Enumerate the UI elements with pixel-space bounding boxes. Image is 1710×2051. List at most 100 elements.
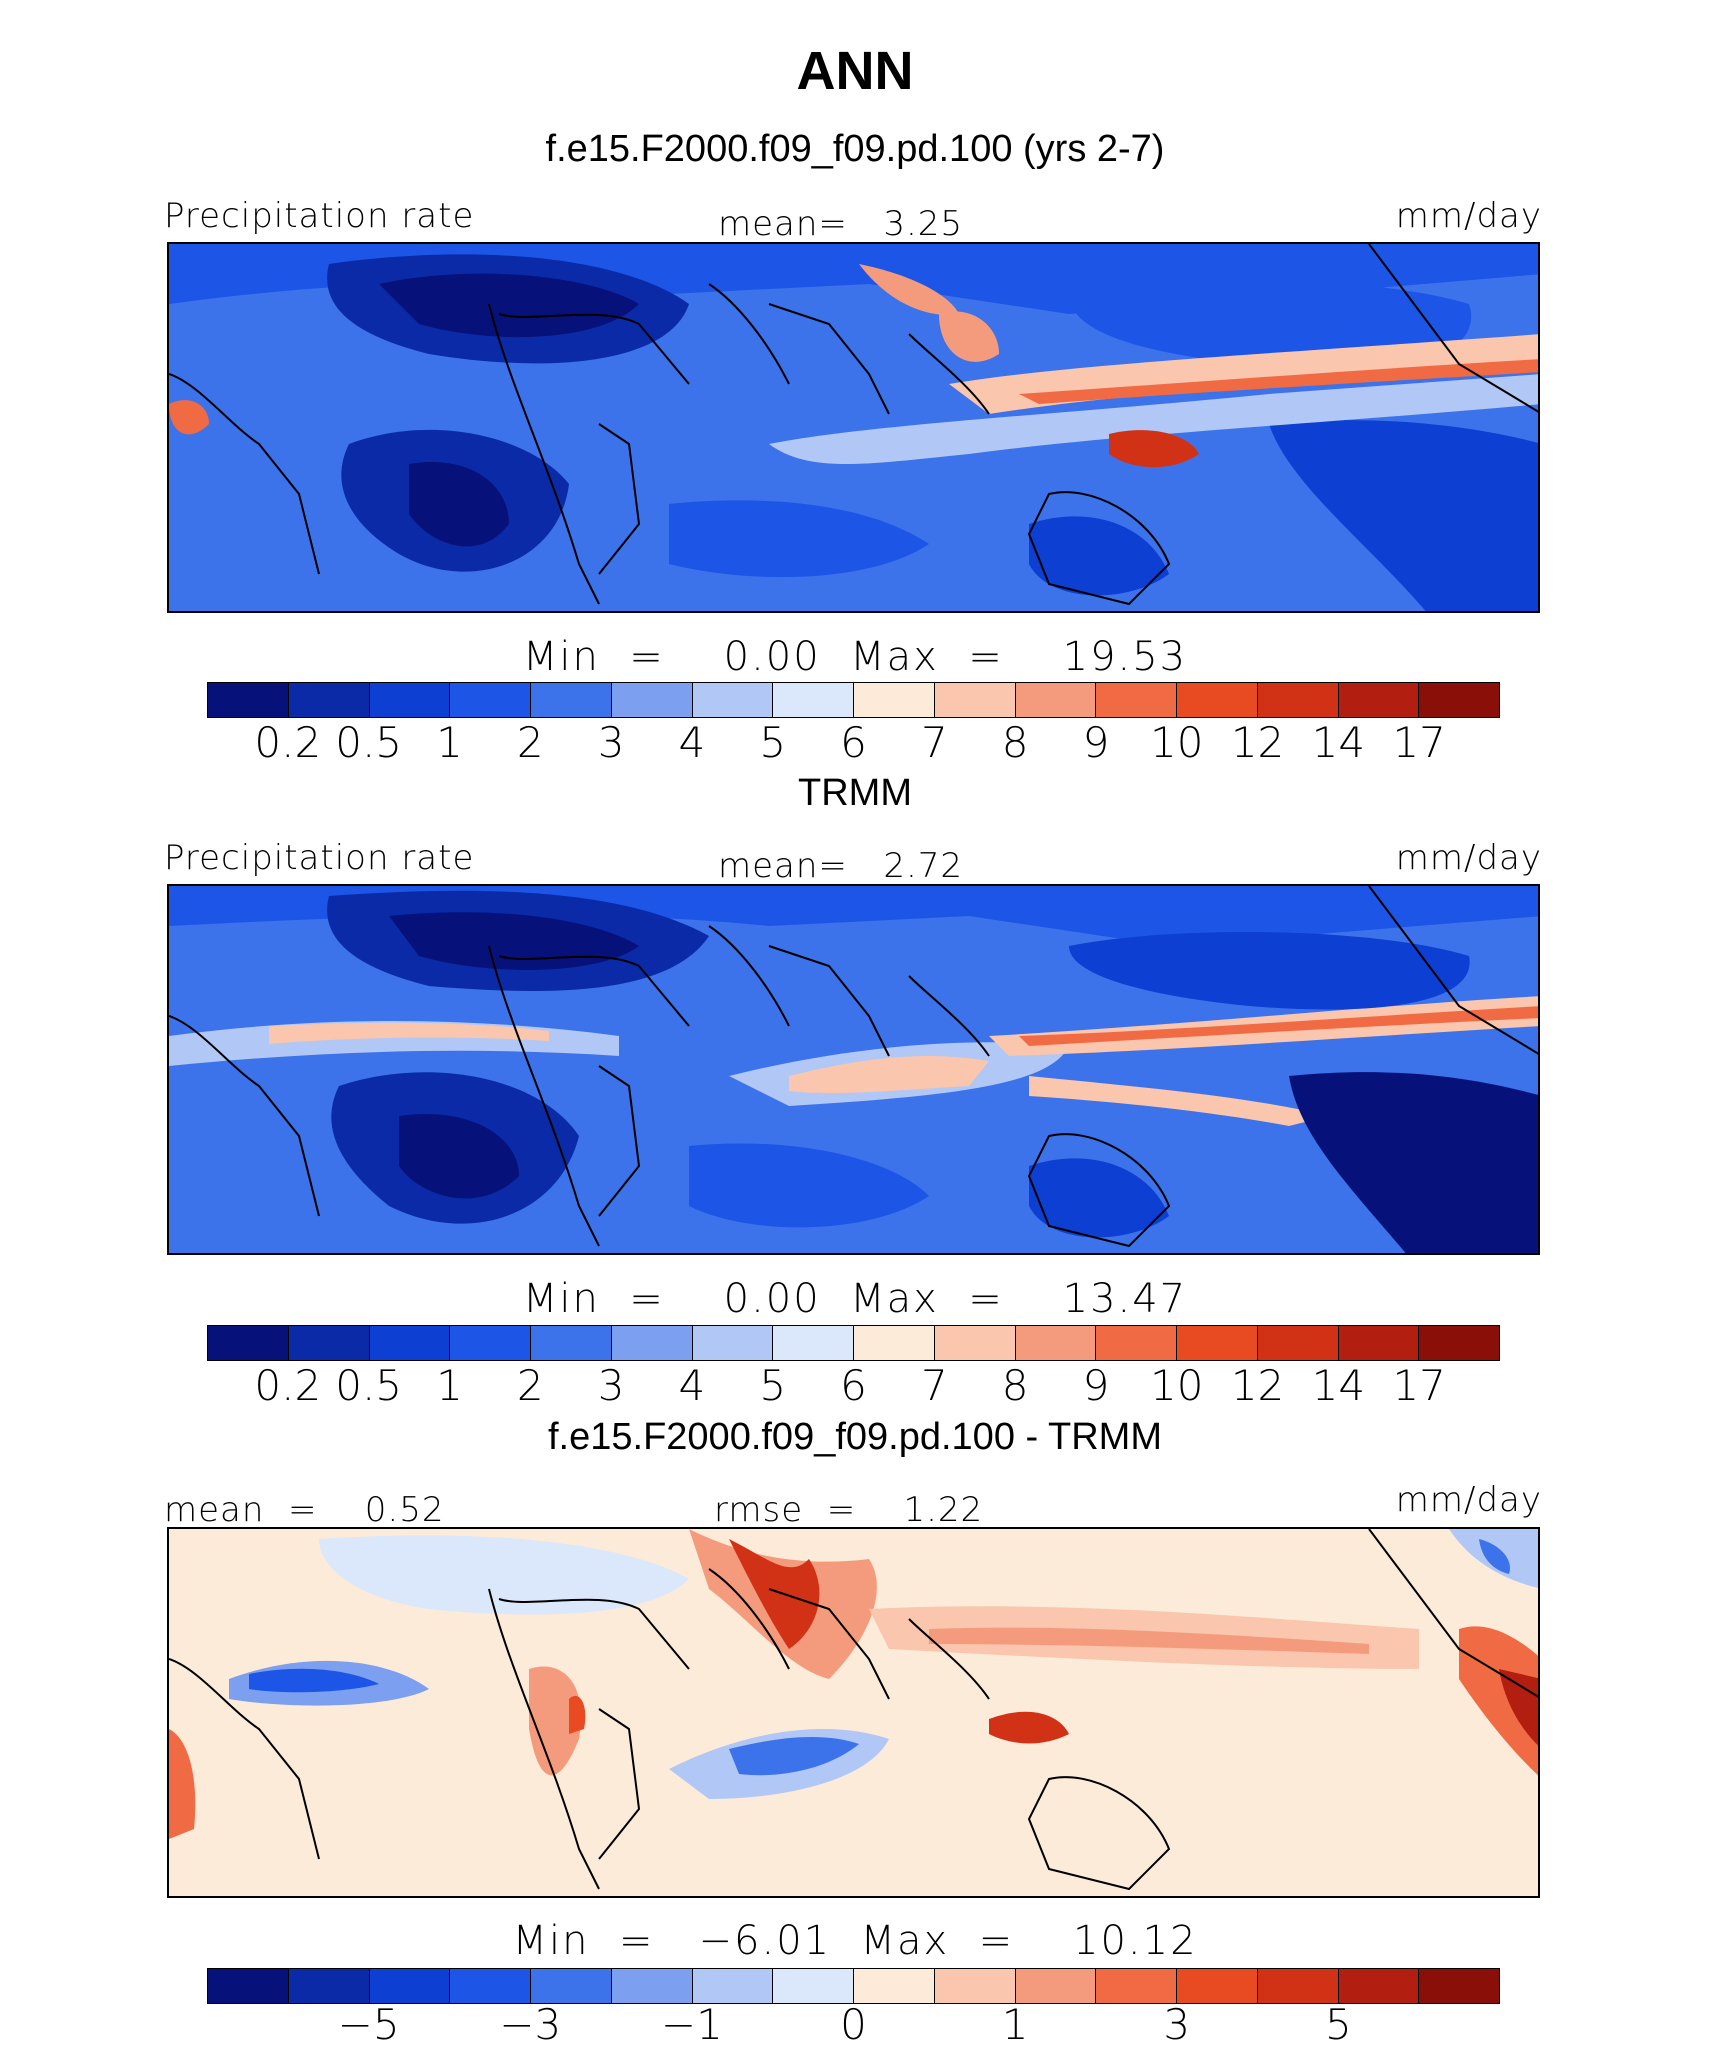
colorbar-swatch (1257, 1969, 1339, 2003)
colorbar-tick-label: 0.2 (254, 718, 322, 767)
colorbar-tick-label: 12 (1230, 1361, 1285, 1410)
colorbar-swatch (1177, 1969, 1258, 2003)
colorbar-tick-label: 8 (1001, 1361, 1029, 1410)
colorbar-tick-label: 14 (1311, 1361, 1366, 1410)
colorbar-swatch (1015, 1326, 1097, 1360)
panel-obs-mean-label: mean= 2.72 (718, 846, 964, 886)
colorbar-tick-label: 2 (516, 718, 544, 767)
colorbar-swatch (208, 683, 289, 717)
colorbar-swatch (854, 683, 935, 717)
colorbar-tick-label: 6 (840, 718, 867, 767)
colorbar-swatch (1177, 683, 1258, 717)
colorbar-swatch (611, 1969, 693, 2003)
colorbar-swatch (450, 683, 531, 717)
colorbar-swatch (1096, 683, 1177, 717)
colorbar-swatch (1419, 1326, 1499, 1360)
colorbar-tick-label: 6 (840, 1361, 867, 1410)
colorbar-tick-label: 3 (1163, 2000, 1191, 2049)
panel-model-units-label: mm/day (1395, 196, 1542, 236)
colorbar-swatch (611, 1326, 693, 1360)
panel-obs-colorbar-ticks: 0.2 0.5 1 2 3 4 5 6 7 8 9 10 12 14 17 (0, 1361, 1710, 1411)
panel-diff-map (167, 1527, 1540, 1898)
colorbar-swatch (1096, 1969, 1177, 2003)
colorbar-tick-label: 4 (678, 1361, 706, 1410)
colorbar-swatch (1338, 1326, 1420, 1360)
colorbar-tick-label: 10 (1150, 1361, 1204, 1410)
colorbar-swatch (611, 683, 693, 717)
colorbar-swatch (854, 1969, 935, 2003)
colorbar-swatch (1257, 1326, 1339, 1360)
colorbar-swatch (1177, 1326, 1258, 1360)
colorbar-tick-label: −1 (660, 2000, 723, 2049)
colorbar-tick-label: 0.5 (335, 1361, 403, 1410)
colorbar-swatch (1257, 683, 1339, 717)
colorbar-swatch (288, 683, 370, 717)
colorbar-tick-label: 12 (1230, 718, 1285, 767)
colorbar-tick-label: 17 (1392, 1361, 1446, 1410)
colorbar-swatch (934, 683, 1016, 717)
colorbar-swatch (1096, 1326, 1177, 1360)
colorbar-swatch (531, 1969, 612, 2003)
colorbar-tick-label: 1 (436, 1361, 463, 1410)
colorbar-swatch (369, 1969, 451, 2003)
panel-diff-units-label: mm/day (1395, 1480, 1542, 1520)
panel-obs-minmax: Min = 0.00 Max = 13.47 (522, 1276, 1188, 1322)
colorbar-swatch (1419, 1969, 1499, 2003)
colorbar-tick-label: 1 (1001, 2000, 1029, 2049)
colorbar-swatch (369, 1326, 451, 1360)
panel-obs-subtitle: TRMM (798, 772, 912, 814)
colorbar-swatch (692, 1326, 774, 1360)
colorbar-tick-label: 7 (920, 1361, 948, 1410)
colorbar-tick-label: 0.5 (335, 718, 403, 767)
panel-diff-subtitle: f.e15.F2000.f09_f09.pd.100 - TRMM (548, 1416, 1162, 1458)
colorbar-tick-label: 2 (516, 1361, 544, 1410)
colorbar-tick-label: 9 (1082, 1361, 1110, 1410)
colorbar-swatch (1338, 683, 1420, 717)
panel-model-minmax: Min = 0.00 Max = 19.53 (522, 634, 1188, 680)
colorbar-swatch (450, 1326, 531, 1360)
colorbar-tick-label: 9 (1082, 718, 1110, 767)
colorbar-tick-label: −3 (499, 2000, 562, 2049)
colorbar-tick-label: 10 (1150, 718, 1204, 767)
panel-diff-colorbar (207, 1968, 1500, 2004)
panel-obs-colorbar (207, 1325, 1500, 1361)
colorbar-swatch (934, 1969, 1016, 2003)
colorbar-swatch (531, 683, 612, 717)
panel-diff-mean-label: mean = 0.52 (164, 1490, 445, 1530)
colorbar-swatch (773, 1326, 854, 1360)
colorbar-swatch (208, 1969, 289, 2003)
colorbar-tick-label: 0 (840, 2000, 867, 2049)
panel-diff-minmax: Min = −6.01 Max = 10.12 (512, 1918, 1198, 1964)
panel-diff-rmse-label: rmse = 1.22 (714, 1490, 984, 1530)
panel-model-map (167, 242, 1540, 613)
colorbar-swatch (773, 1969, 854, 2003)
panel-model-mean-label: mean= 3.25 (718, 204, 964, 244)
colorbar-swatch (531, 1326, 612, 1360)
colorbar-swatch (369, 683, 451, 717)
panel-model-subtitle: f.e15.F2000.f09_f09.pd.100 (yrs 2-7) (545, 128, 1165, 170)
page-title: ANN (796, 41, 914, 101)
colorbar-swatch (773, 683, 854, 717)
colorbar-swatch (1015, 1969, 1097, 2003)
colorbar-tick-label: 17 (1392, 718, 1446, 767)
panel-model-colorbar (207, 682, 1500, 718)
colorbar-tick-label: 1 (436, 718, 463, 767)
colorbar-tick-label: 3 (597, 1361, 625, 1410)
colorbar-tick-label: 5 (1325, 2000, 1352, 2049)
colorbar-swatch (1338, 1969, 1420, 2003)
colorbar-tick-label: 3 (597, 718, 625, 767)
colorbar-tick-label: 5 (759, 718, 787, 767)
colorbar-swatch (1419, 683, 1499, 717)
colorbar-swatch (450, 1969, 531, 2003)
colorbar-swatch (1015, 683, 1097, 717)
colorbar-swatch (288, 1969, 370, 2003)
colorbar-tick-label: 4 (678, 718, 706, 767)
colorbar-tick-label: 0.2 (254, 1361, 322, 1410)
colorbar-tick-label: 7 (920, 718, 948, 767)
colorbar-swatch (934, 1326, 1016, 1360)
colorbar-swatch (692, 683, 774, 717)
panel-model-variable-label: Precipitation rate (164, 196, 475, 236)
colorbar-tick-label: 14 (1311, 718, 1366, 767)
colorbar-swatch (854, 1326, 935, 1360)
colorbar-swatch (288, 1326, 370, 1360)
